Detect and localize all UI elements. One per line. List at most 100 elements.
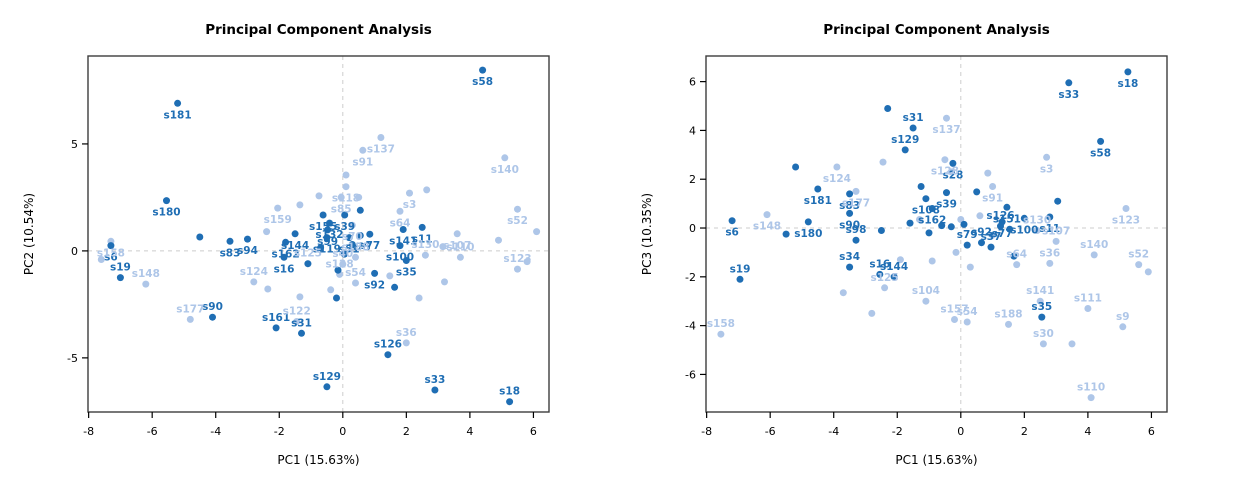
data-point <box>456 253 464 261</box>
data-point <box>441 278 448 286</box>
point-label: s107 <box>443 240 471 252</box>
point-label: s99 <box>317 236 338 248</box>
point-label: s157 <box>940 304 968 316</box>
data-point <box>342 171 350 179</box>
data-point <box>943 114 950 122</box>
data-point <box>943 189 950 197</box>
point-label: s140 <box>1080 239 1108 251</box>
point-label: s90 <box>839 219 860 231</box>
data-point <box>264 285 272 293</box>
x-tick-label: -8 <box>83 425 94 438</box>
data-point <box>804 218 812 226</box>
data-point <box>1084 305 1092 312</box>
point-label: s77 <box>992 228 1013 240</box>
point-label: s11 <box>1039 223 1060 235</box>
point-label: s36 <box>396 327 417 339</box>
y-tick-label: 0 <box>689 222 696 235</box>
data-point <box>717 330 725 338</box>
point-label: s181 <box>164 109 192 121</box>
y-tick-label: 5 <box>71 138 78 151</box>
point-label: s11 <box>412 233 433 245</box>
data-point <box>514 205 521 213</box>
point-label: s128 <box>931 166 959 178</box>
point-label: s31 <box>291 317 312 329</box>
point-label: s36 <box>1039 247 1060 259</box>
data-point <box>763 211 771 219</box>
data-point <box>877 227 885 234</box>
data-point <box>396 207 404 215</box>
data-point <box>868 309 876 317</box>
data-point <box>533 228 541 236</box>
data-point <box>348 241 356 248</box>
data-point <box>839 289 847 297</box>
point-label: s6 <box>104 252 118 264</box>
data-point <box>1003 203 1011 211</box>
point-label: s122 <box>283 306 311 318</box>
data-point <box>282 238 290 246</box>
data-point <box>386 272 394 280</box>
data-point <box>966 263 974 271</box>
data-point <box>348 221 356 229</box>
point-label: s155 <box>309 221 337 233</box>
point-label: s19 <box>730 263 751 275</box>
point-label: s39 <box>936 199 957 211</box>
data-point <box>244 235 251 243</box>
data-point <box>402 339 410 347</box>
point-label: s91 <box>982 193 1003 205</box>
point-label: s64 <box>390 217 411 229</box>
point-label: s162 <box>272 248 300 260</box>
data-point <box>922 297 930 305</box>
point-label: s158 <box>97 247 125 259</box>
data-point <box>317 244 325 252</box>
data-point <box>342 183 350 191</box>
data-point <box>1033 227 1041 234</box>
plot-box <box>87 55 550 413</box>
data-point <box>1046 213 1054 221</box>
point-label: s124 <box>240 266 268 278</box>
data-point <box>97 256 105 263</box>
y-axis-title: PC3 (10.35%) <box>640 193 654 275</box>
data-point <box>1090 251 1098 259</box>
point-label: s119 <box>313 244 341 256</box>
point-label: s79 <box>957 229 978 241</box>
point-label: s3 <box>403 199 417 211</box>
x-tick-label: 4 <box>1084 425 1091 438</box>
data-point <box>938 222 946 230</box>
point-label: s18 <box>499 386 520 398</box>
data-point <box>345 234 353 242</box>
data-point <box>1087 394 1095 402</box>
data-point <box>852 236 860 244</box>
data-point <box>1119 323 1127 331</box>
y-tick-label: -6 <box>685 368 696 381</box>
point-label: s37 <box>981 231 1002 243</box>
point-label: s51 <box>339 244 360 256</box>
data-point <box>906 219 914 227</box>
x-tick-label: 6 <box>1148 425 1155 438</box>
point-label: s180 <box>794 228 822 240</box>
data-point <box>846 190 854 198</box>
y-tick-label: -4 <box>685 320 696 333</box>
data-point <box>274 204 282 212</box>
data-point <box>324 226 332 234</box>
data-point <box>951 316 958 323</box>
plot-box <box>705 55 1168 413</box>
x-tick-label: 2 <box>403 425 410 438</box>
data-point <box>501 154 509 162</box>
x-tick-label: -6 <box>765 425 776 438</box>
point-label: s110 <box>446 241 474 253</box>
data-point <box>916 216 923 223</box>
point-label: s52 <box>1128 249 1149 261</box>
point-label: s75 <box>350 242 371 254</box>
point-label: s137 <box>367 144 395 156</box>
data-point <box>909 124 917 132</box>
point-label: s16 <box>869 258 890 270</box>
data-point <box>495 236 502 244</box>
data-point <box>1046 259 1054 267</box>
data-point <box>928 205 936 212</box>
point-label: s151 <box>993 213 1021 225</box>
data-point <box>326 219 333 227</box>
point-label: s159 <box>264 214 292 226</box>
